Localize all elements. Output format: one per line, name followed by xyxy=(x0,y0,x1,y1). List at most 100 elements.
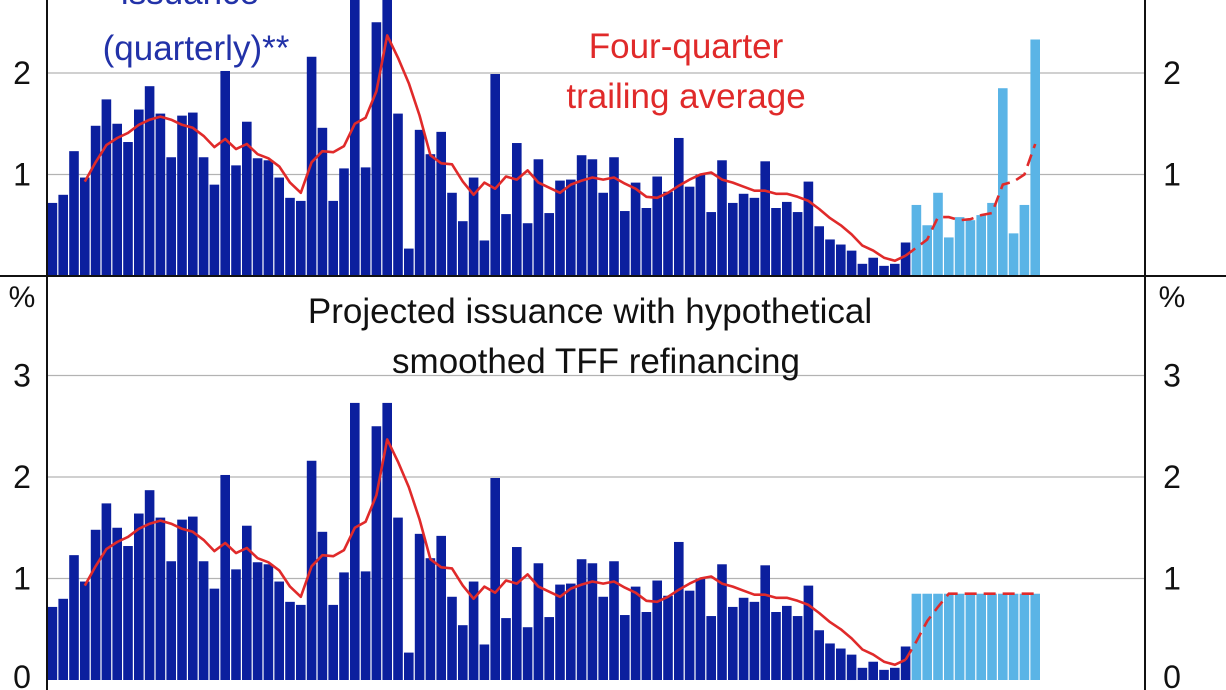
issuance-bar xyxy=(112,123,122,276)
issuance-bar xyxy=(425,558,436,680)
issuance-bar xyxy=(879,265,889,276)
issuance-bar xyxy=(220,70,230,276)
average-annotation-line2: trailing average xyxy=(566,77,805,116)
issuance-bar xyxy=(706,212,716,276)
issuance-bar xyxy=(80,581,90,680)
issuance-bar xyxy=(263,160,274,276)
projected-bar xyxy=(965,220,976,276)
issuance-bar xyxy=(328,604,338,680)
issuance-bar xyxy=(782,605,792,680)
right-tick-label: 0 xyxy=(1163,659,1181,690)
issuance-bar xyxy=(371,426,382,680)
projected-bar xyxy=(998,593,1008,680)
right-unit-label: % xyxy=(1159,281,1186,314)
issuance-bar xyxy=(468,177,479,276)
issuance-bar xyxy=(209,184,220,276)
issuance-bar xyxy=(566,583,576,680)
issuance-bar xyxy=(360,167,371,276)
average-line-history xyxy=(83,34,907,263)
right-tick-label: 2 xyxy=(1163,459,1181,495)
issuance-bar xyxy=(47,606,58,680)
projected-bar xyxy=(1030,593,1040,680)
issuance-bar xyxy=(220,474,230,680)
issuance-bar xyxy=(695,578,706,680)
issuance-bar xyxy=(695,174,706,276)
issuance-bar xyxy=(123,546,133,680)
bottom-tick-labels: 0 0 1 1 2 2 3 3 xyxy=(13,358,1181,690)
issuance-bar xyxy=(242,525,252,680)
projected-bar xyxy=(922,593,932,680)
issuance-bar xyxy=(738,193,749,276)
issuance-bar xyxy=(274,177,284,276)
issuance-bar xyxy=(155,517,166,680)
issuance-bar xyxy=(252,562,263,680)
issuance-bar xyxy=(620,211,630,276)
projected-bar xyxy=(1008,233,1019,276)
issuance-bar xyxy=(512,547,522,680)
top-bars xyxy=(47,0,1040,277)
issuance-bar xyxy=(814,226,824,276)
projected-bar xyxy=(987,593,997,680)
projected-bar xyxy=(933,593,943,680)
average-line-history xyxy=(83,438,907,667)
issuance-bar xyxy=(900,646,911,680)
issuance-bar xyxy=(155,113,166,276)
issuance-bar xyxy=(879,669,889,680)
projected-bar xyxy=(1008,593,1019,680)
issuance-bar xyxy=(501,214,511,276)
issuance-bar xyxy=(144,86,155,276)
projected-bar xyxy=(911,204,922,276)
issuance-bar xyxy=(825,643,835,680)
issuance-bar xyxy=(609,157,619,276)
left-tick-label: 3 xyxy=(13,358,31,394)
issuance-bar xyxy=(641,612,652,680)
issuance-bar xyxy=(857,667,868,680)
left-tick-label: 1 xyxy=(13,561,31,597)
issuance-bar xyxy=(749,601,760,680)
issuance-bar xyxy=(760,161,770,276)
issuance-bar xyxy=(652,580,662,680)
issuance-bar xyxy=(771,612,781,680)
issuance-bar xyxy=(684,590,695,680)
issuance-bar xyxy=(101,503,112,680)
issuance-bar xyxy=(198,561,209,680)
issuance-annotation-line2: (quarterly)** xyxy=(103,29,290,68)
bottom-average-line xyxy=(83,438,1036,667)
issuance-bar xyxy=(728,202,738,276)
top-panel: 1 1 2 2 issuance (quarterly)** Four-quarter… xyxy=(13,0,1181,277)
issuance-bar xyxy=(490,74,500,277)
issuance-bar xyxy=(620,615,630,680)
issuance-bar xyxy=(382,0,392,276)
issuance-bar xyxy=(587,159,598,276)
issuance-bar xyxy=(728,606,738,680)
issuance-bar xyxy=(90,529,101,680)
issuance-bar xyxy=(479,644,490,680)
average-annotation-line1: Four-quarter xyxy=(589,27,784,66)
issuance-bar xyxy=(90,125,101,276)
issuance-bar xyxy=(587,563,598,680)
issuance-bar xyxy=(134,109,144,276)
projected-bar xyxy=(1019,593,1030,680)
issuance-bar xyxy=(663,595,673,680)
issuance-bar xyxy=(177,115,187,276)
right-tick-label: 2 xyxy=(1163,55,1181,91)
left-tick-label: 2 xyxy=(13,55,31,91)
issuance-bar xyxy=(58,598,68,680)
issuance-annotation-line1: issuance xyxy=(121,0,259,12)
issuance-bar xyxy=(436,535,446,680)
issuance-bar xyxy=(306,460,317,680)
issuance-bar xyxy=(209,588,220,680)
issuance-bar xyxy=(706,616,716,680)
issuance-bar xyxy=(285,197,295,276)
issuance-bar xyxy=(576,559,587,680)
issuance-bar xyxy=(317,127,328,276)
bottom-bars xyxy=(47,402,1040,681)
issuance-bar xyxy=(836,648,846,680)
issuance-bar xyxy=(58,194,68,276)
projected-bar xyxy=(998,88,1008,276)
issuance-bar xyxy=(425,154,436,276)
issuance-bar xyxy=(846,250,857,277)
issuance-bar xyxy=(555,180,565,276)
issuance-bar xyxy=(350,402,360,680)
top-average-line xyxy=(83,34,1037,263)
